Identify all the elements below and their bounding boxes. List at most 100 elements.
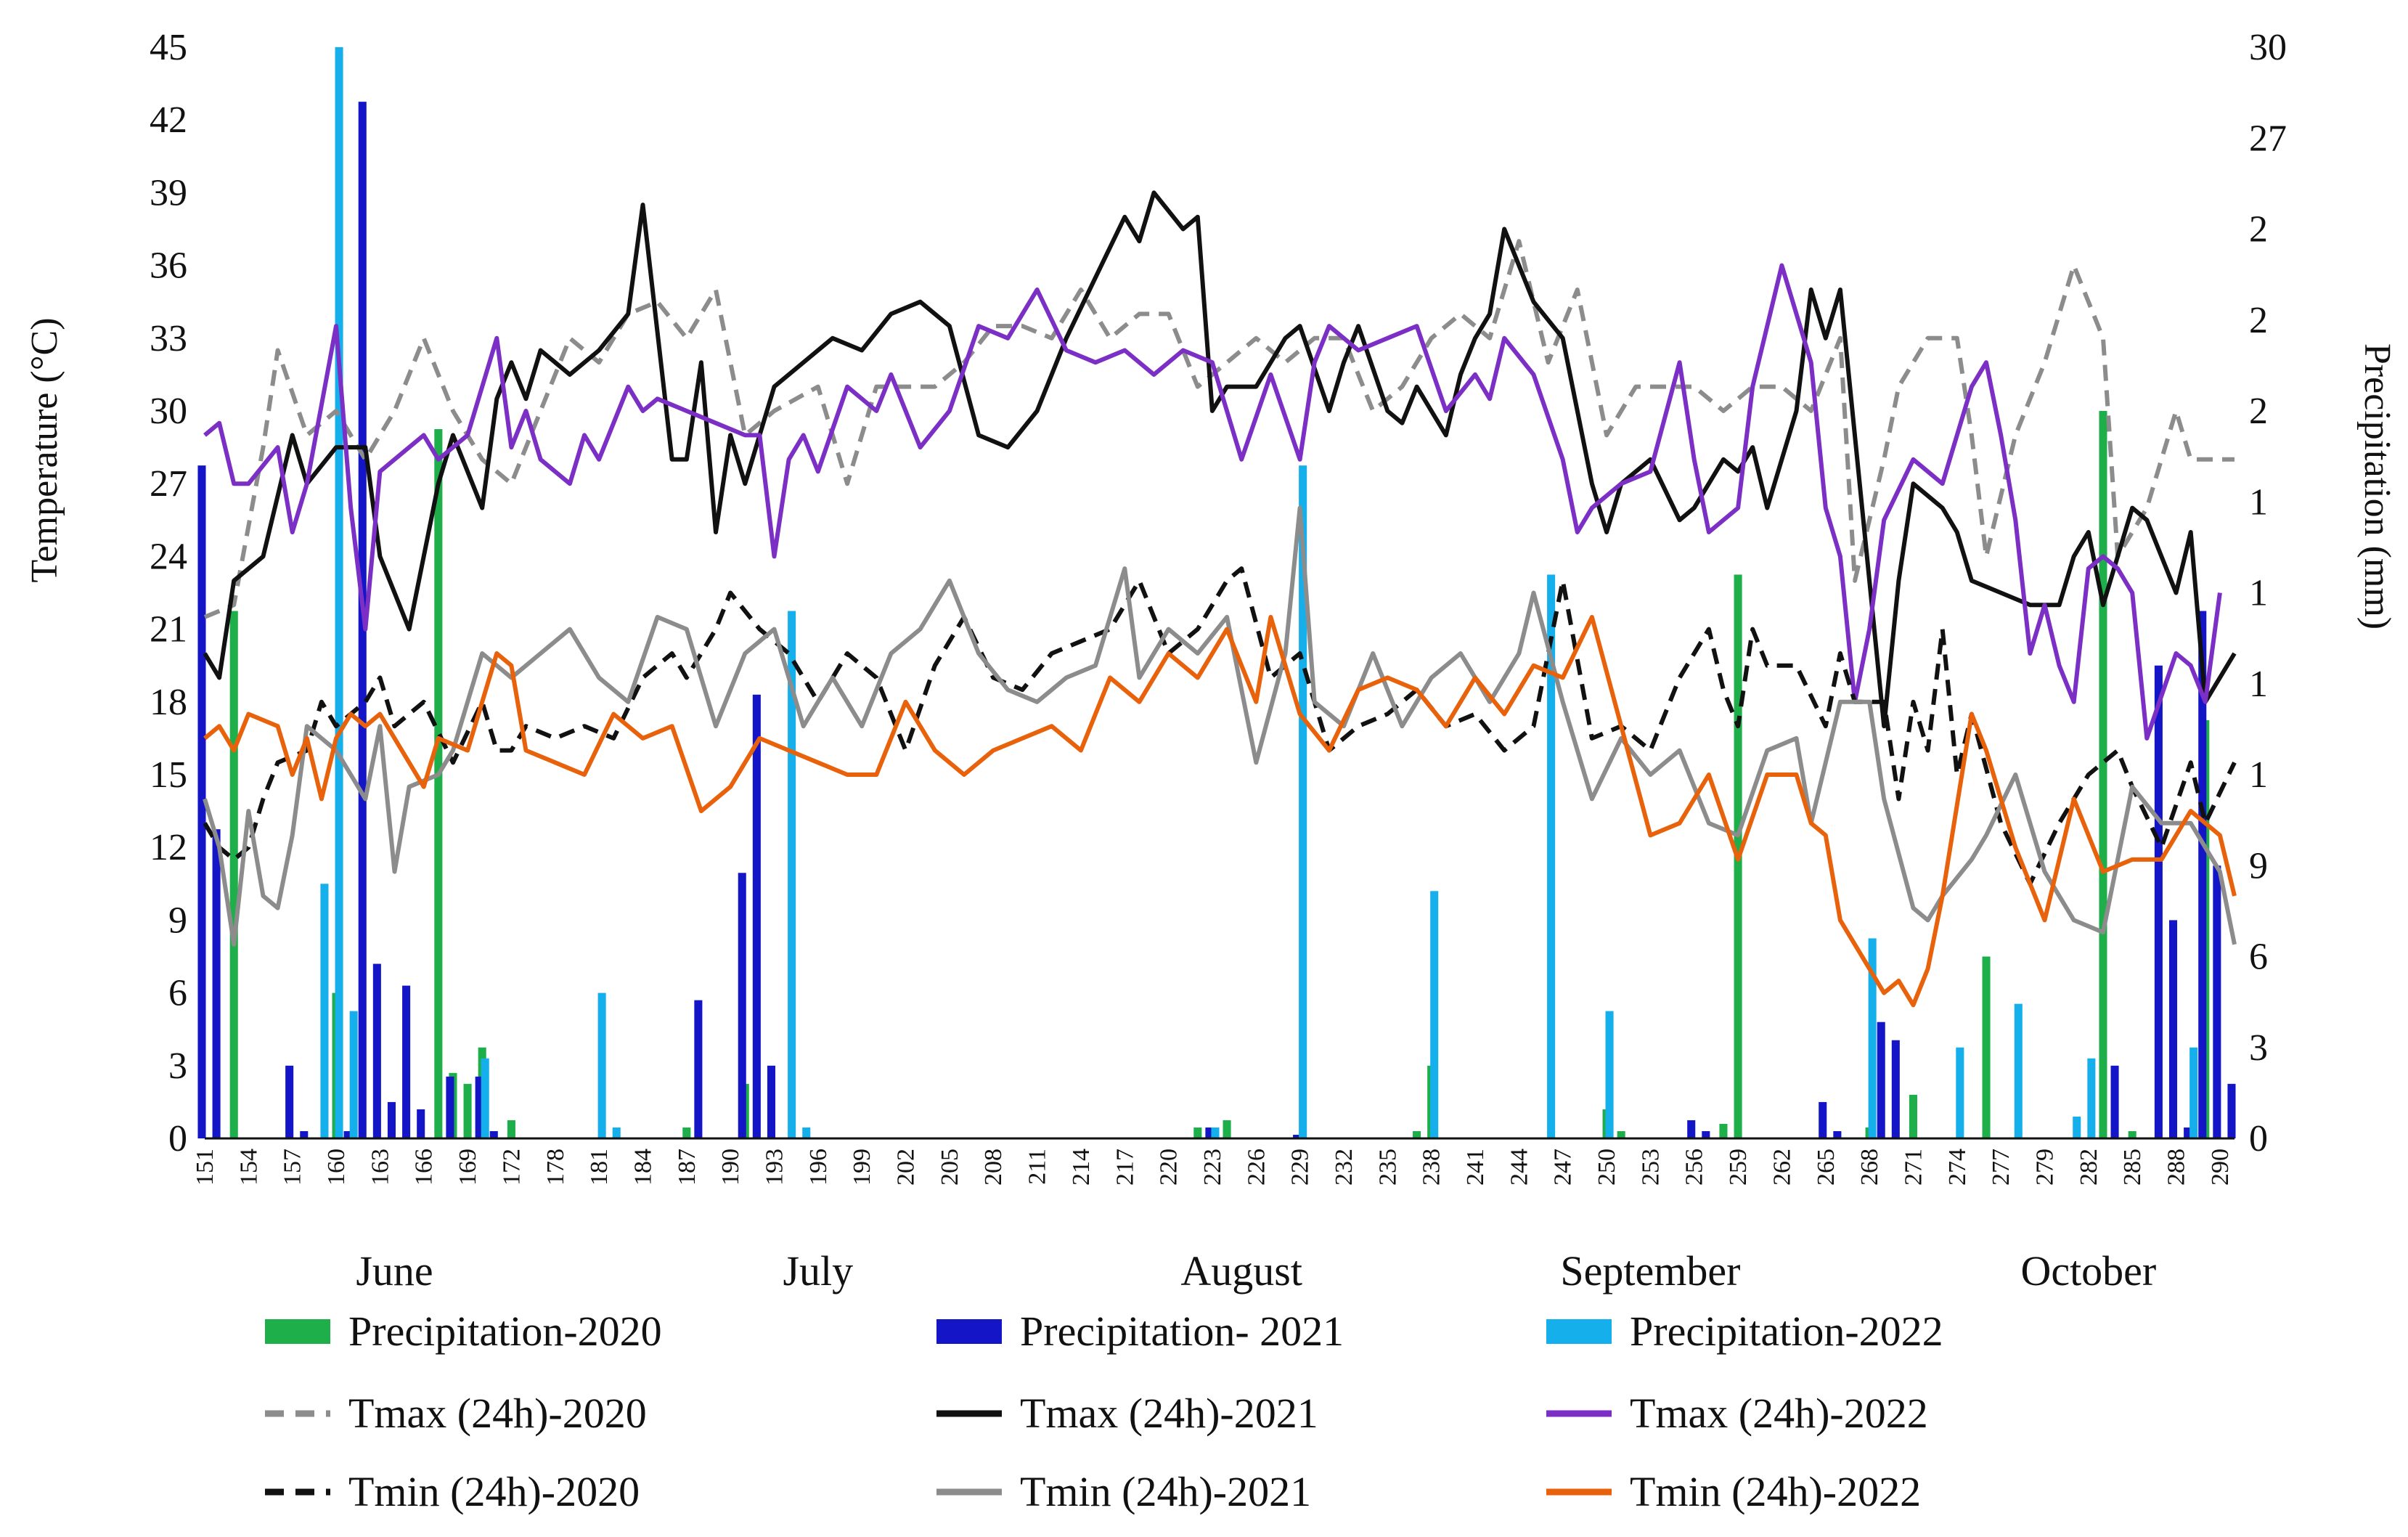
- precip-bar: [2198, 611, 2207, 1138]
- y-axis-right-ticks: 0 3 6 9 1 1 1 1 2 2 2 27 30: [2249, 27, 2287, 1159]
- precip-bar: [402, 985, 411, 1138]
- precip-bar: [463, 1083, 472, 1138]
- precip-bar: [788, 611, 796, 1138]
- x-tick-label: 202: [893, 1149, 920, 1186]
- precip-bar: [372, 963, 381, 1138]
- y-tick-label-left: 0: [168, 1118, 187, 1159]
- precip-bar: [1819, 1101, 1827, 1138]
- x-tick-label: 268: [1856, 1149, 1883, 1186]
- x-tick-label: 220: [1156, 1149, 1183, 1186]
- y-tick-label-left: 27: [150, 463, 187, 505]
- y-tick-label-right: 30: [2249, 27, 2287, 68]
- precip-bar: [1909, 1094, 1917, 1138]
- x-tick-label: 205: [936, 1149, 963, 1186]
- y-tick-label-right: 2: [2249, 391, 2268, 432]
- precip-bar: [1193, 1127, 1202, 1138]
- y-tick-label-right: 2: [2249, 300, 2268, 341]
- x-tick-label: 178: [542, 1149, 569, 1186]
- temperature-line: [203, 190, 2237, 729]
- x-tick-label: 226: [1243, 1149, 1270, 1186]
- month-label: October: [2020, 1247, 2156, 1295]
- x-tick-label: 163: [367, 1149, 393, 1186]
- precip-bar: [682, 1127, 691, 1138]
- precip-bar: [343, 1130, 352, 1138]
- legend-swatch: [265, 1319, 330, 1344]
- x-tick-label: 279: [2032, 1149, 2059, 1186]
- precip-bar: [1719, 1123, 1728, 1138]
- precip-bar: [446, 1076, 454, 1138]
- x-tick-label: 250: [1593, 1149, 1620, 1186]
- x-tick-label: 259: [1725, 1149, 1752, 1186]
- month-label: July: [783, 1247, 853, 1295]
- y-tick-label-left: 21: [150, 609, 187, 651]
- x-tick-label: 172: [498, 1149, 525, 1186]
- y-tick-label-left: 33: [150, 318, 187, 359]
- precip-bar: [2087, 1058, 2096, 1138]
- x-tick-label: 214: [1068, 1149, 1095, 1186]
- y-tick-label-right: 3: [2249, 1027, 2268, 1069]
- x-tick-label: 199: [849, 1149, 876, 1186]
- precip-bar: [1687, 1120, 1696, 1138]
- y-tick-label-left: 45: [150, 27, 187, 68]
- precip-bar: [738, 873, 746, 1138]
- precip-bar: [1211, 1127, 1220, 1138]
- x-tick-label: 238: [1419, 1149, 1445, 1186]
- legend-swatch: [936, 1319, 1002, 1344]
- precip-bar: [1617, 1130, 1625, 1138]
- legend: Precipitation-2020 Precipitation- 2021 Pre…: [265, 1308, 1943, 1515]
- y-tick-label-left: 15: [150, 754, 187, 796]
- precip-bar: [197, 465, 206, 1138]
- y-tick-label-right: 6: [2249, 937, 2268, 978]
- legend-label: Precipitation-2022: [1630, 1308, 1943, 1355]
- temperature-line: [203, 263, 2222, 741]
- temperature-line: [203, 566, 2237, 886]
- precip-bar: [434, 429, 443, 1138]
- x-tick-label: 181: [586, 1149, 613, 1186]
- precip-bar: [1605, 1011, 1614, 1138]
- x-tick-label: 160: [323, 1149, 350, 1186]
- y-tick-label-left: 9: [168, 900, 187, 941]
- y-tick-label-left: 30: [150, 391, 187, 432]
- x-tick-label: 157: [279, 1149, 306, 1186]
- x-tick-label: 184: [629, 1149, 656, 1186]
- x-tick-label: 208: [980, 1149, 1007, 1186]
- x-tick-label: 285: [2119, 1149, 2146, 1186]
- precip-bar: [2168, 920, 2178, 1138]
- legend-label: Tmax (24h)-2020: [348, 1390, 647, 1437]
- x-tick-label: 244: [1506, 1149, 1532, 1186]
- precip-bar: [1205, 1127, 1214, 1138]
- precip-bar: [1413, 1130, 1421, 1138]
- precip-bar: [612, 1127, 621, 1138]
- temperature-line: [203, 239, 2234, 619]
- precip-bar: [300, 1130, 309, 1138]
- y-tick-label-left: 18: [150, 682, 187, 723]
- y-tick-label-right: 1: [2249, 573, 2268, 614]
- y-axis-title-left: Temperature (°C): [24, 317, 65, 582]
- precip-bar: [212, 829, 221, 1138]
- precip-bar: [2110, 1065, 2119, 1138]
- legend-swatch: [1546, 1319, 1612, 1344]
- temperature-line: [203, 614, 2237, 1008]
- x-tick-label: 256: [1681, 1149, 1708, 1186]
- x-tick-label: 169: [454, 1149, 481, 1186]
- precip-bar: [1833, 1130, 1842, 1138]
- precip-bar: [2014, 1003, 2023, 1138]
- precip-bar: [335, 47, 343, 1138]
- x-tick-label: 232: [1331, 1149, 1358, 1186]
- x-tick-label: 288: [2163, 1149, 2190, 1186]
- y-tick-label-left: 12: [150, 827, 187, 868]
- y-tick-label-right: 1: [2249, 664, 2268, 705]
- y-tick-label-left: 39: [150, 172, 187, 213]
- x-tick-label: 151: [192, 1149, 219, 1186]
- precip-bar: [229, 611, 238, 1138]
- precip-bar: [2189, 1047, 2198, 1138]
- precip-bar: [1982, 956, 1991, 1138]
- x-tick-label: 241: [1462, 1149, 1489, 1186]
- month-label: August: [1180, 1247, 1302, 1295]
- precip-bar: [597, 992, 606, 1138]
- precip-bar: [489, 1130, 498, 1138]
- precip-bar: [475, 1076, 483, 1138]
- x-tick-label: 217: [1111, 1149, 1138, 1186]
- y-tick-label-left: 3: [168, 1045, 187, 1087]
